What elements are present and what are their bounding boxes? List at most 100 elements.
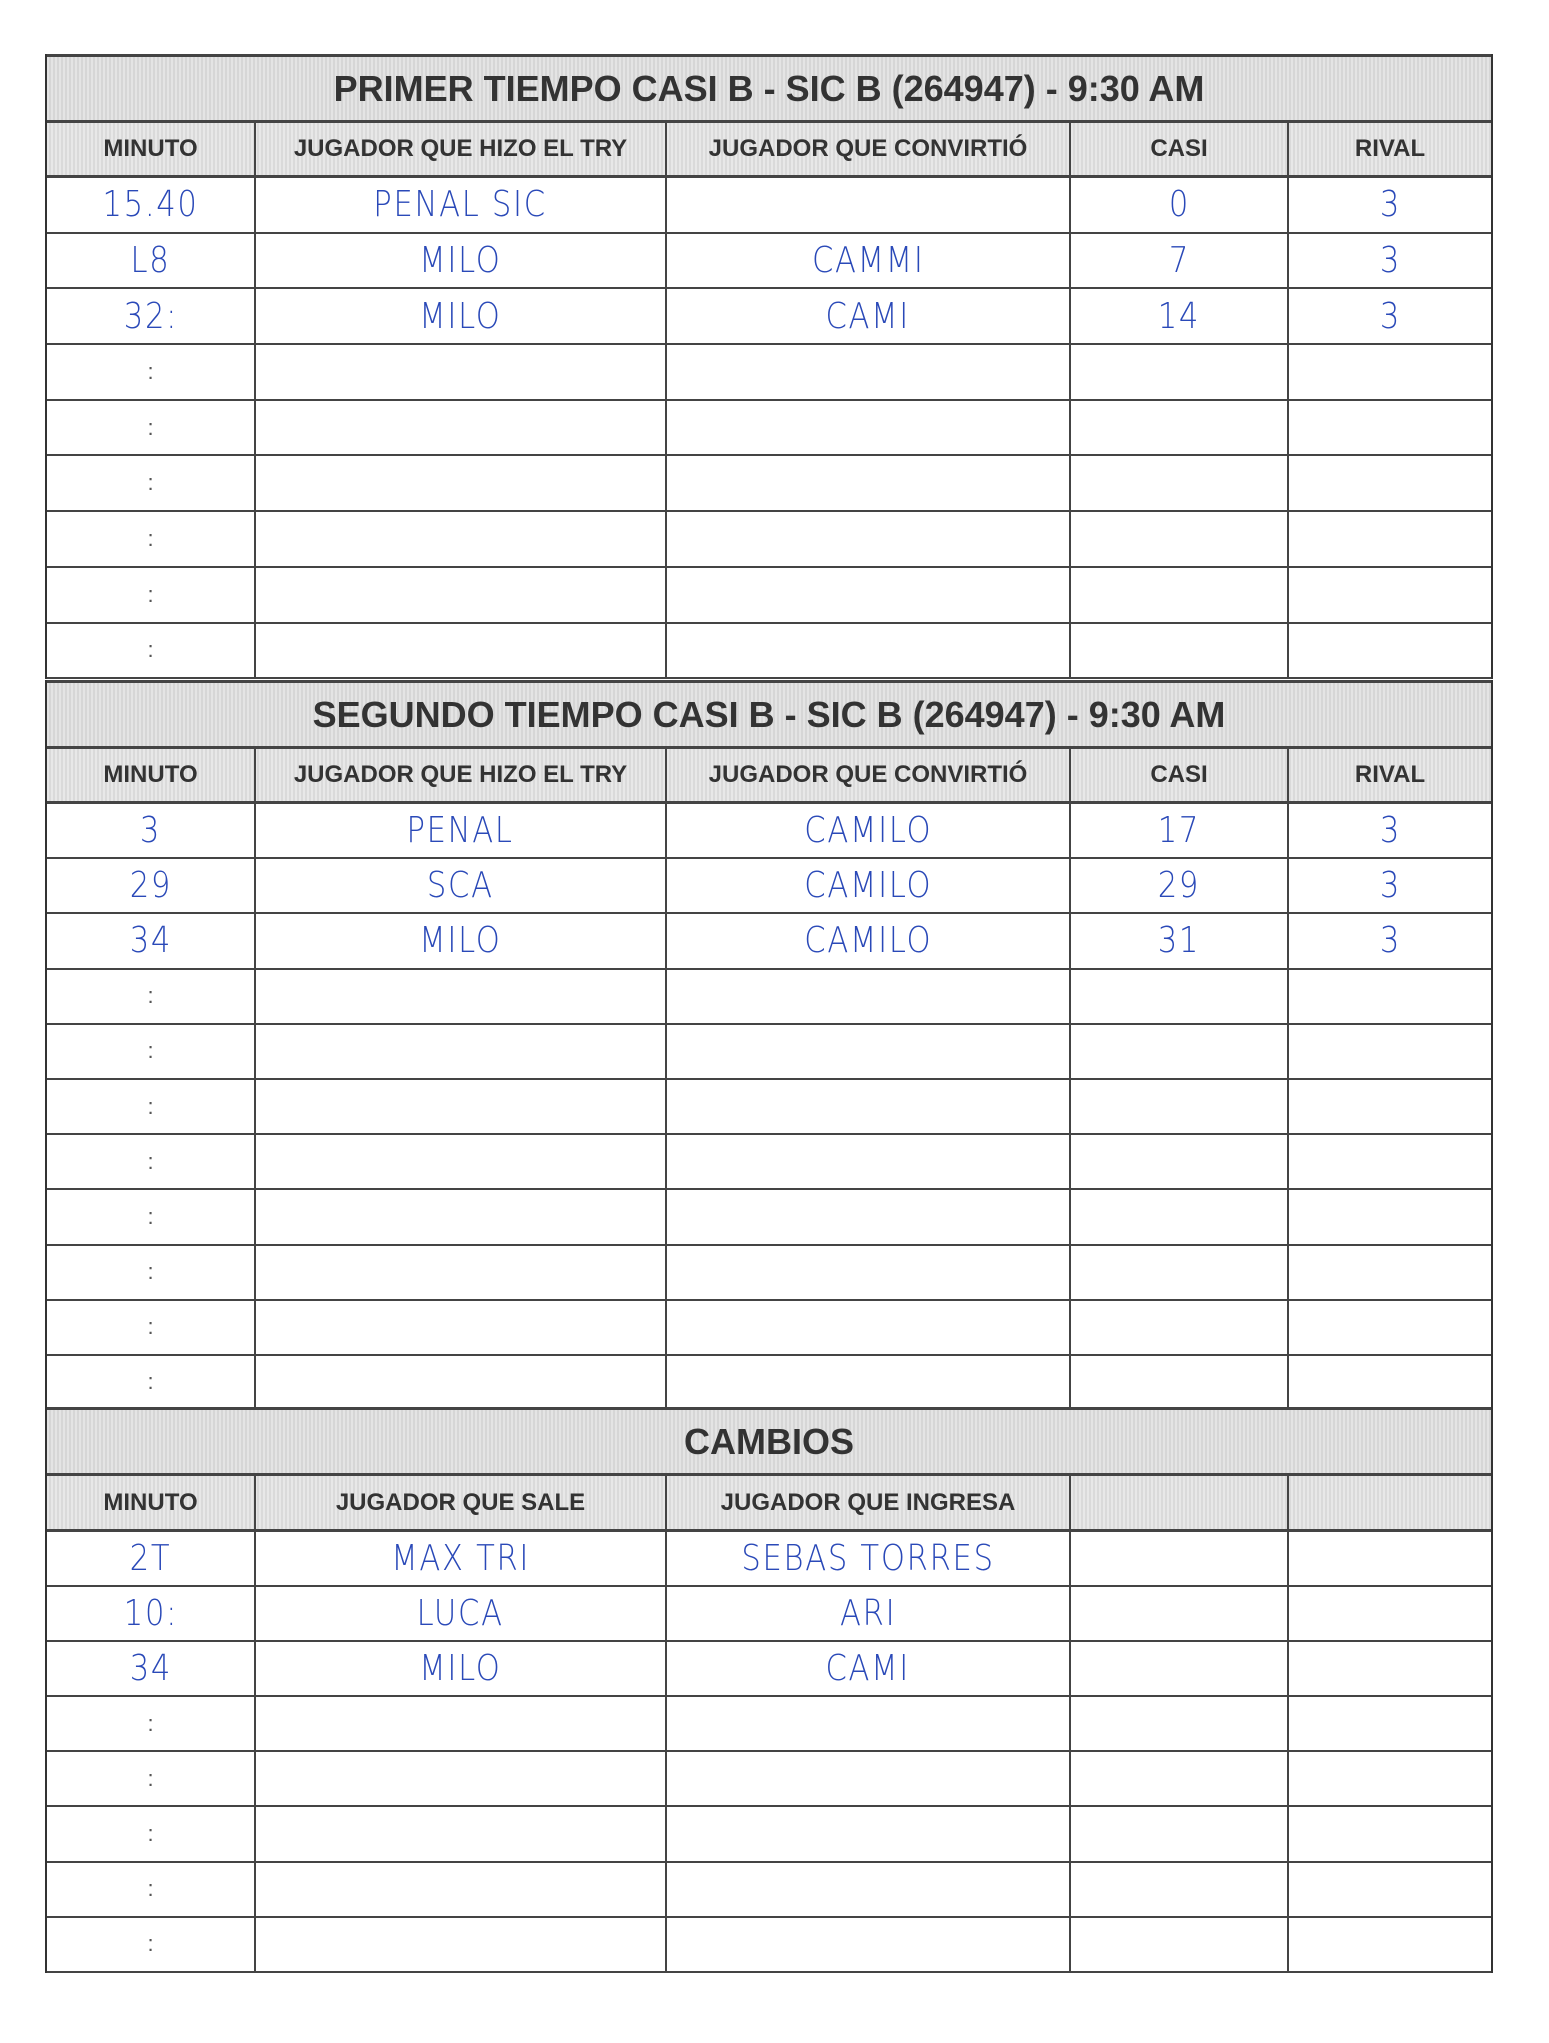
cell-col-2[interactable] xyxy=(667,1862,1071,1916)
cell-casi[interactable]: 29 xyxy=(1071,859,1289,913)
cell-col-2[interactable]: CAMILO xyxy=(667,859,1071,913)
cell-casi[interactable] xyxy=(1071,1079,1289,1134)
cell-rival[interactable] xyxy=(1289,456,1491,510)
cell-col-1[interactable] xyxy=(256,512,667,566)
cell-minuto[interactable]: 2T xyxy=(47,1532,256,1586)
cell-col-2[interactable]: CAMI xyxy=(667,1642,1071,1696)
cell-casi[interactable]: 31 xyxy=(1071,914,1289,968)
cell-casi[interactable] xyxy=(1071,969,1289,1023)
cell-casi[interactable] xyxy=(1071,345,1289,399)
cell-casi[interactable]: 17 xyxy=(1071,804,1289,858)
cell-col-1[interactable] xyxy=(256,1355,667,1410)
cell-casi[interactable] xyxy=(1071,1697,1289,1751)
cell-casi[interactable] xyxy=(1071,1190,1289,1244)
cell-col-1[interactable] xyxy=(256,1135,667,1189)
cell-col-1[interactable] xyxy=(256,1079,667,1134)
cell-casi[interactable] xyxy=(1071,1752,1289,1806)
cell-casi[interactable] xyxy=(1071,1300,1289,1354)
cell-col-2[interactable] xyxy=(667,1355,1071,1410)
cell-col-2[interactable]: ARI xyxy=(667,1587,1071,1641)
cell-minuto[interactable]: 3 xyxy=(47,804,256,858)
cell-casi[interactable] xyxy=(1071,1024,1289,1078)
cell-col-1[interactable]: SCA xyxy=(256,859,667,913)
cell-minuto[interactable]: : xyxy=(47,1917,256,1971)
cell-col-2[interactable] xyxy=(667,512,1071,566)
cell-minuto[interactable]: : xyxy=(47,567,256,622)
cell-minuto[interactable]: 32: xyxy=(47,289,256,344)
cell-rival[interactable] xyxy=(1289,401,1491,455)
cell-casi[interactable] xyxy=(1071,1135,1289,1189)
cell-col-2[interactable] xyxy=(667,1807,1071,1861)
cell-col-2[interactable]: CAMI xyxy=(667,289,1071,344)
cell-col-2[interactable] xyxy=(667,1300,1071,1354)
cell-rival[interactable] xyxy=(1289,568,1491,622)
cell-rival[interactable]: 3 xyxy=(1289,289,1491,343)
cell-rival[interactable] xyxy=(1289,1135,1491,1188)
cell-casi[interactable]: 7 xyxy=(1071,233,1289,288)
cell-rival[interactable] xyxy=(1289,1918,1491,1971)
cell-minuto[interactable]: : xyxy=(47,1079,256,1134)
cell-rival[interactable]: 3 xyxy=(1289,804,1491,857)
cell-col-1[interactable] xyxy=(256,623,667,678)
cell-col-2[interactable] xyxy=(667,623,1071,678)
cell-casi[interactable] xyxy=(1071,1807,1289,1861)
cell-col-2[interactable] xyxy=(667,456,1071,511)
cell-col-2[interactable] xyxy=(667,1917,1071,1971)
cell-minuto[interactable]: : xyxy=(47,1135,256,1189)
cell-col-2[interactable]: CAMILO xyxy=(667,914,1071,968)
cell-rival[interactable] xyxy=(1289,1587,1491,1640)
cell-minuto[interactable]: : xyxy=(47,1245,256,1299)
cell-col-1[interactable] xyxy=(256,1300,667,1354)
cell-casi[interactable] xyxy=(1071,512,1289,566)
cell-casi[interactable] xyxy=(1071,1245,1289,1299)
cell-col-2[interactable]: CAMMI xyxy=(667,233,1071,288)
cell-col-2[interactable]: CAMILO xyxy=(667,804,1071,858)
cell-casi[interactable] xyxy=(1071,400,1289,455)
cell-minuto[interactable]: : xyxy=(47,512,256,566)
cell-col-2[interactable] xyxy=(667,1079,1071,1134)
cell-casi[interactable] xyxy=(1071,567,1289,622)
cell-col-1[interactable] xyxy=(256,1752,667,1806)
cell-col-2[interactable] xyxy=(667,345,1071,399)
cell-minuto[interactable]: : xyxy=(47,1807,256,1861)
cell-rival[interactable] xyxy=(1289,1301,1491,1354)
cell-col-2[interactable] xyxy=(667,1135,1071,1189)
cell-minuto[interactable]: : xyxy=(47,1190,256,1244)
cell-col-1[interactable] xyxy=(256,1917,667,1971)
cell-rival[interactable]: 3 xyxy=(1289,859,1491,912)
cell-casi[interactable] xyxy=(1071,1642,1289,1696)
cell-col-2[interactable] xyxy=(667,1024,1071,1078)
cell-minuto[interactable]: 10: xyxy=(47,1587,256,1641)
cell-col-1[interactable] xyxy=(256,1190,667,1244)
cell-col-1[interactable] xyxy=(256,1697,667,1751)
cell-rival[interactable] xyxy=(1289,1697,1491,1750)
cell-rival[interactable]: 3 xyxy=(1289,914,1491,967)
cell-minuto[interactable]: : xyxy=(47,1862,256,1916)
cell-minuto[interactable]: 29 xyxy=(47,859,256,913)
cell-casi[interactable] xyxy=(1071,1862,1289,1916)
cell-col-1[interactable] xyxy=(256,1024,667,1078)
cell-minuto[interactable]: : xyxy=(47,1300,256,1354)
cell-col-2[interactable] xyxy=(667,400,1071,455)
cell-casi[interactable] xyxy=(1071,1355,1289,1410)
cell-col-2[interactable] xyxy=(667,567,1071,622)
cell-col-2[interactable] xyxy=(667,1190,1071,1244)
cell-col-1[interactable] xyxy=(256,567,667,622)
cell-minuto[interactable]: : xyxy=(47,400,256,455)
cell-col-1[interactable]: MAX TRI xyxy=(256,1532,667,1586)
cell-col-1[interactable] xyxy=(256,1862,667,1916)
cell-minuto[interactable]: : xyxy=(47,1355,256,1410)
cell-col-1[interactable]: MILO xyxy=(256,1642,667,1696)
cell-rival[interactable] xyxy=(1289,512,1491,566)
cell-rival[interactable] xyxy=(1289,970,1491,1023)
cell-col-2[interactable] xyxy=(667,178,1071,232)
cell-rival[interactable] xyxy=(1289,1246,1491,1299)
cell-minuto[interactable]: : xyxy=(47,1697,256,1751)
cell-minuto[interactable]: 34 xyxy=(47,1642,256,1696)
cell-col-1[interactable]: MILO xyxy=(256,289,667,344)
cell-casi[interactable] xyxy=(1071,456,1289,511)
cell-minuto[interactable]: : xyxy=(47,1024,256,1078)
cell-col-1[interactable] xyxy=(256,1245,667,1299)
cell-col-1[interactable] xyxy=(256,400,667,455)
cell-rival[interactable] xyxy=(1289,1025,1491,1078)
